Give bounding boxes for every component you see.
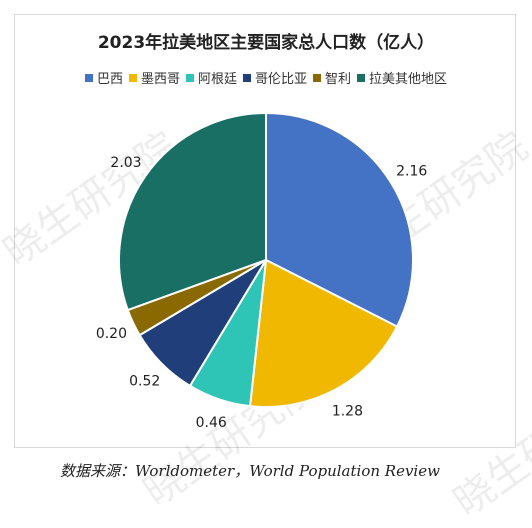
data-label: 1.28 <box>332 403 363 419</box>
legend-label: 阿根廷 <box>197 72 237 87</box>
data-label: 2.03 <box>110 155 141 171</box>
legend-swatch <box>313 74 322 82</box>
legend-label: 智利 <box>325 72 352 87</box>
pie-slice <box>248 258 399 408</box>
legend-swatch <box>84 74 93 82</box>
legend-swatch <box>185 74 194 82</box>
pie-chart: 2.16 1.28 0.46 0.52 0.20 2.03 <box>96 111 427 431</box>
pie-slice <box>118 111 267 312</box>
legend-item: 智利 <box>313 68 351 87</box>
chart-legend: 巴西 墨西哥 阿根廷 哥伦比亚 智利 拉美其他地区 <box>0 68 532 87</box>
pie-slice <box>265 111 414 328</box>
legend-item: 墨西哥 <box>128 68 180 87</box>
legend-item: 哥伦比亚 <box>243 68 307 87</box>
legend-item: 阿根廷 <box>185 68 237 87</box>
source-note: 数据来源：Worldometer，World Population Review <box>60 462 440 480</box>
legend-swatch <box>243 74 251 82</box>
chart-title: 2023年拉美地区主要国家总人口数（亿人） <box>97 33 435 53</box>
data-label: 0.46 <box>196 415 227 431</box>
legend-label: 哥伦比亚 <box>255 72 308 87</box>
data-label: 2.16 <box>396 164 427 180</box>
legend-swatch <box>357 74 366 82</box>
data-label: 0.20 <box>96 326 127 342</box>
legend-swatch <box>128 74 137 82</box>
legend-label: 墨西哥 <box>140 72 180 87</box>
legend-label: 拉美其他地区 <box>369 72 448 87</box>
data-label: 0.52 <box>129 374 160 390</box>
legend-label: 巴西 <box>96 72 123 87</box>
legend-item: 巴西 <box>84 68 123 87</box>
legend-item: 拉美其他地区 <box>357 68 447 87</box>
